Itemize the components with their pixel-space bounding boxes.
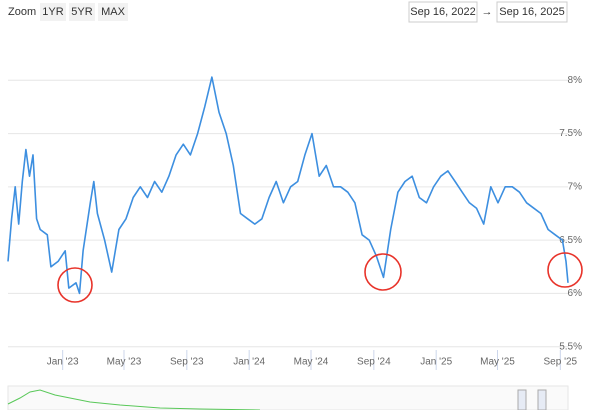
- plot-area: 5.5% 6% 6.5% 7% 7.5% 8% Jan '23 May '23 Sep '23 J…: [7, 75, 583, 370]
- x-tick-label: Jan '23: [47, 357, 79, 368]
- y-tick-label: 6%: [568, 288, 583, 299]
- date-separator: →: [482, 6, 493, 18]
- zoom-label: Zoom: [8, 6, 36, 18]
- x-tick-label: Sep '25: [544, 357, 578, 368]
- y-tick-label: 6.5%: [559, 235, 582, 246]
- y-tick-label: 5.5%: [559, 341, 582, 352]
- highlight-circle: [547, 252, 583, 288]
- y-tick-label: 7%: [568, 181, 583, 192]
- navigator-handle[interactable]: [537, 389, 547, 410]
- highlight-circle: [57, 267, 93, 303]
- date-from[interactable]: [408, 1, 478, 23]
- x-tick-label: Jan '24: [233, 357, 265, 368]
- x-tick-label: Sep '24: [357, 357, 391, 368]
- zoom-button[interactable]: [40, 3, 66, 21]
- zoom-button[interactable]: [69, 3, 95, 21]
- highlight-circle: [364, 253, 402, 291]
- zoom-button[interactable]: [98, 3, 128, 21]
- date-from-text[interactable]: Sep 16, 2022: [410, 6, 475, 18]
- x-tick-label: Sep '23: [170, 357, 204, 368]
- zoom-button-label[interactable]: 1YR: [42, 6, 63, 18]
- date-to[interactable]: [496, 1, 568, 23]
- y-tick-label: 7.5%: [559, 128, 582, 139]
- navigator[interactable]: [7, 385, 569, 410]
- x-tick-label: May '25: [480, 357, 515, 368]
- line-series: [7, 76, 569, 295]
- zoom-button-label[interactable]: MAX: [101, 6, 126, 18]
- y-tick-label: 8%: [568, 75, 583, 86]
- navigator-line: [7, 389, 261, 410]
- navigator-handle[interactable]: [517, 389, 527, 410]
- zoom-button-label[interactable]: 5YR: [71, 6, 92, 18]
- x-tick-label: Jan '25: [420, 357, 452, 368]
- x-tick-label: May '23: [107, 357, 142, 368]
- navigator-frame: [7, 385, 569, 410]
- x-tick-label: May '24: [294, 357, 329, 368]
- date-to-text[interactable]: Sep 16, 2025: [499, 6, 564, 18]
